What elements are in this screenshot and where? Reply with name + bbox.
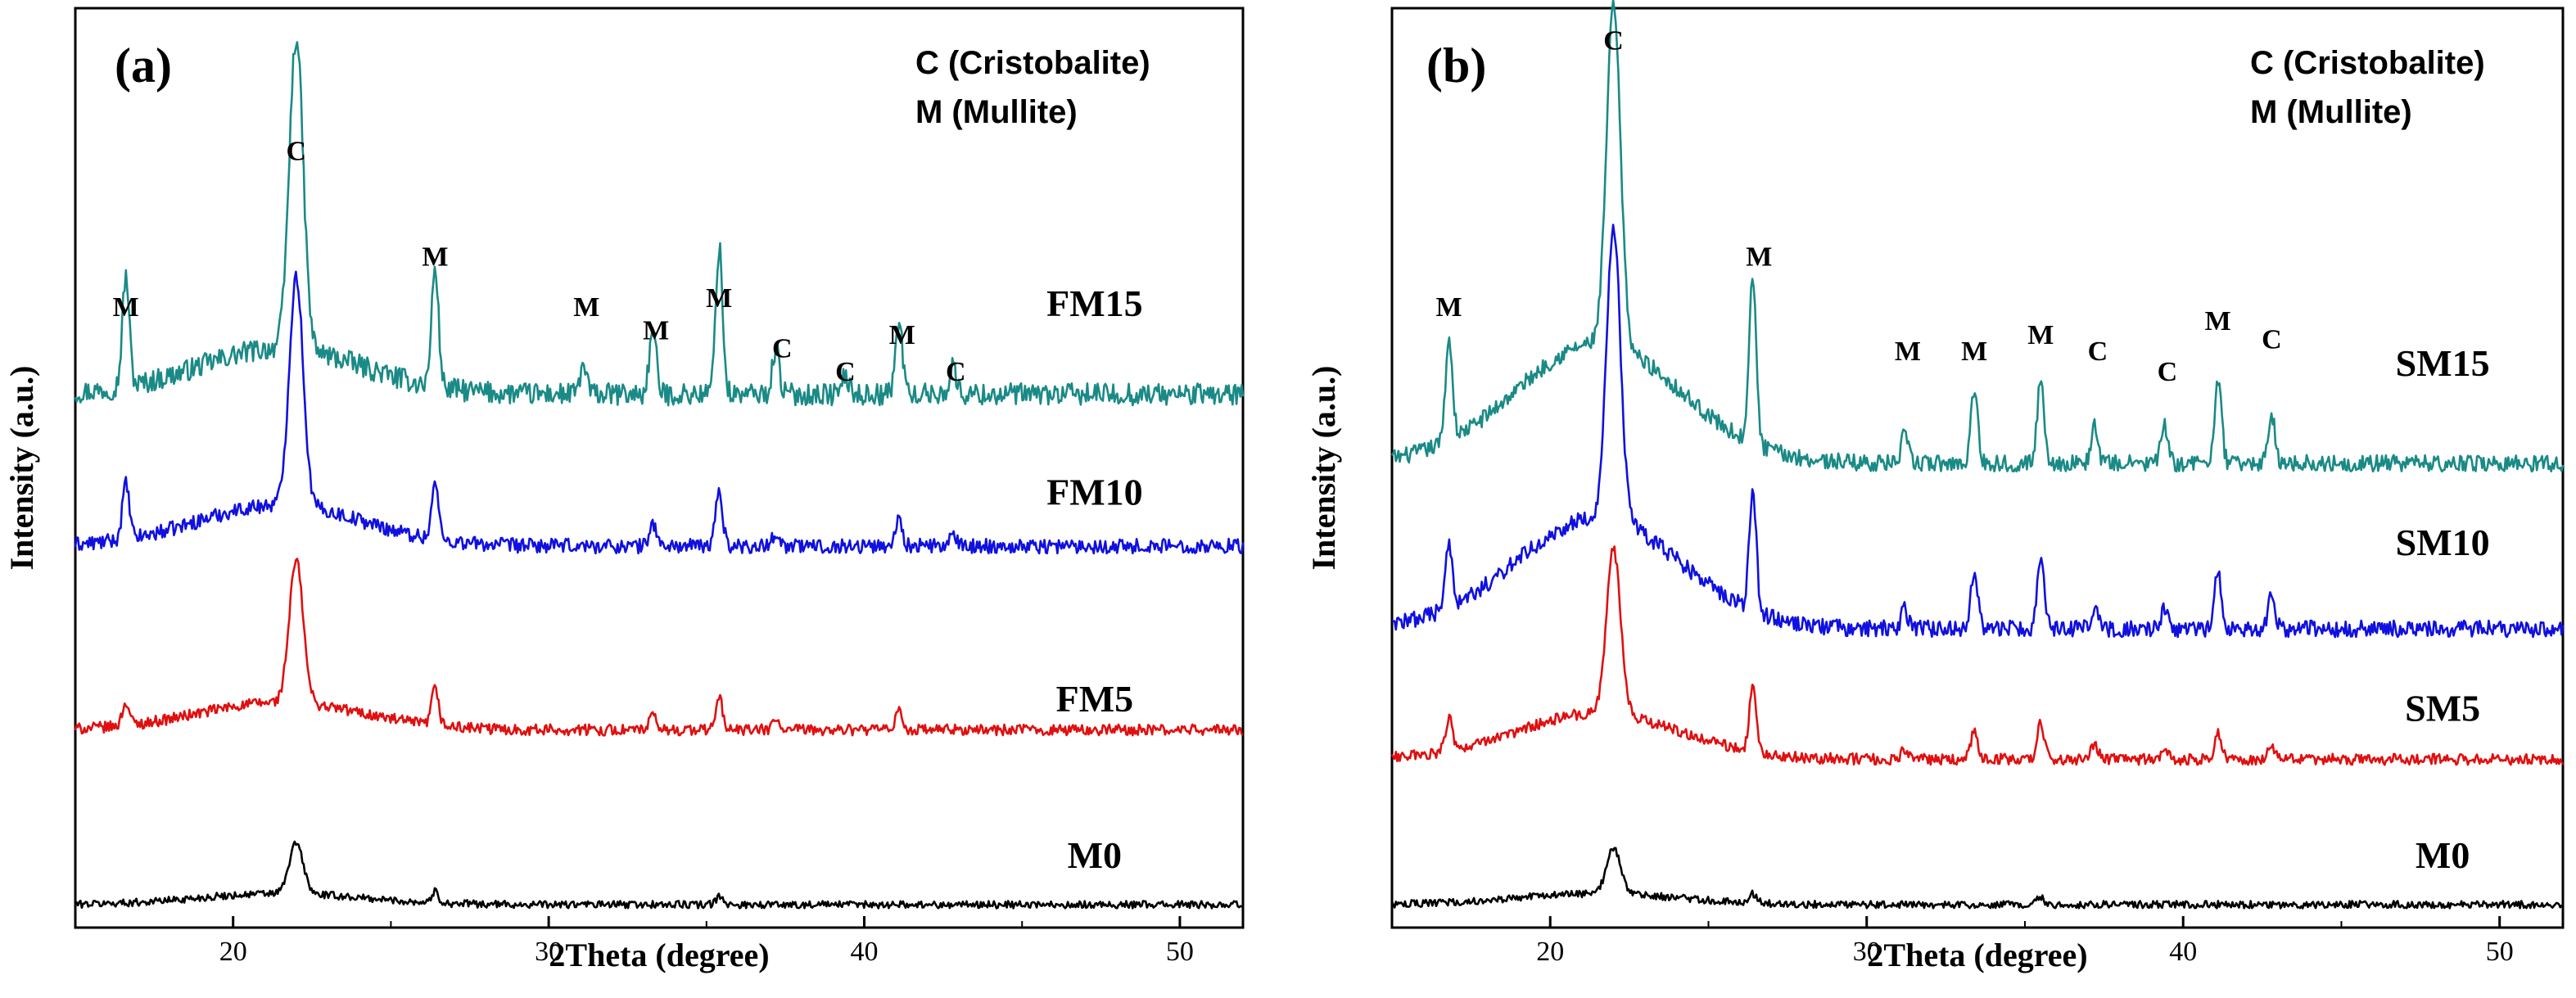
series-label: FM5 [1056,678,1134,720]
peak-label: M [113,292,139,323]
series-line-sm15 [1390,0,2565,473]
x-tick-label: 30 [1853,937,1881,967]
series-label: FM15 [1046,282,1143,324]
series-line-m0 [1390,847,2564,910]
series-line-sm5 [1390,545,2565,766]
panel-a: 20 30 40 50 2Theta (degree) Intensity (a.u.) (… [3,7,1245,973]
peak-label: M [1436,292,1462,323]
peak-label: C [772,334,793,364]
panel-b: 20 30 40 50 2Theta (degree) Intensity (a.u.) (… [1305,0,2565,973]
series-line-sm10 [1391,224,2565,639]
plot-frame [74,7,1245,929]
series-line-m0 [74,840,1244,910]
panel-label: (a) [115,38,172,93]
x-axis-title: 2Theta (degree) [549,937,769,973]
legend-entry-cristobalite: C (Cristobalite) [915,45,1150,81]
peak-label: M [1961,336,1987,367]
peak-label: C [2088,336,2108,367]
legend-entry-cristobalite: C (Cristobalite) [2250,45,2485,81]
peak-label: C [946,357,966,387]
peak-label: M [1895,336,1921,367]
peak-label: C [2158,357,2178,387]
peak-label: M [2027,320,2054,350]
peak-label: C [835,357,856,387]
series-label: SM5 [2405,687,2480,729]
peak-label: M [1746,242,1772,272]
peak-label: M [889,320,915,350]
x-tick-label: 50 [2486,937,2514,967]
series-label: M0 [2416,834,2470,876]
series-line-fm10 [74,270,1245,555]
peak-label: M [422,242,448,272]
peak-label: M [2205,306,2231,336]
series-label: FM10 [1046,471,1143,513]
y-axis-title: Intensity (a.u.) [3,365,40,570]
x-tick-label: 40 [851,937,879,967]
series-label: SM15 [2396,342,2490,384]
peak-label: C [1603,26,1624,56]
legend-entry-mullite: M (Mullite) [2250,94,2412,130]
series-line-fm5 [74,558,1244,737]
peak-label: M [706,283,732,314]
x-axis-title: 2Theta (degree) [1867,937,2087,973]
x-tick-label: 30 [535,937,563,967]
panel-label: (b) [1426,38,1486,93]
series-label: SM10 [2396,522,2490,563]
series-line-fm15 [74,41,1245,407]
peak-label: C [287,136,307,166]
series-label: M0 [1068,834,1122,876]
legend-entry-mullite: M (Mullite) [915,94,1078,130]
y-axis-title: Intensity (a.u.) [1305,365,1342,570]
x-tick-label: 40 [2169,937,2197,967]
x-tick-label: 50 [1166,937,1194,967]
peak-label: C [2262,325,2282,355]
peak-label: M [573,292,599,323]
x-tick-label: 20 [1536,937,1564,967]
x-tick-label: 20 [219,937,247,967]
peak-label: M [643,315,669,345]
